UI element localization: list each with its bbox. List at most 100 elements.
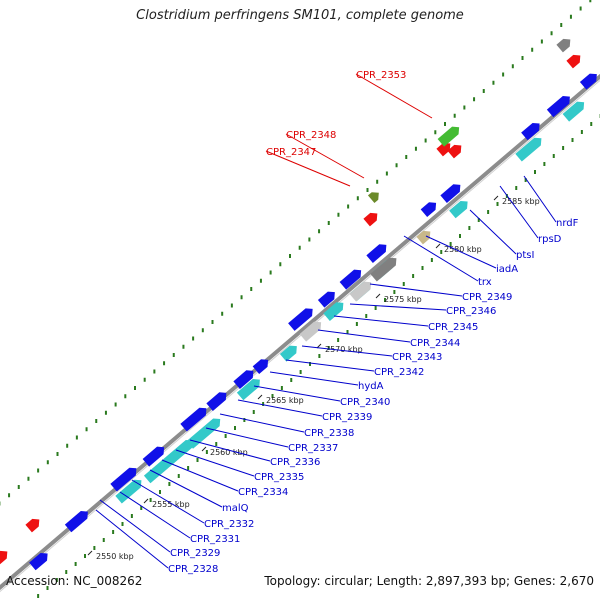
guide-dot <box>84 554 86 558</box>
gene-label: CPR_2343 <box>392 352 442 363</box>
guide-dot <box>252 410 255 414</box>
guide-dot <box>134 386 136 390</box>
kbp-ticks: 2550 kbp 2555 kbp 2560 kbp 2565 kbp 2570 kbp… <box>87 195 540 561</box>
guide-dot <box>221 311 224 316</box>
guide-dot <box>421 266 424 270</box>
guide-dot <box>482 89 485 93</box>
guide-dot <box>393 290 396 294</box>
guide-dot <box>580 130 583 134</box>
guide-dot <box>552 154 555 158</box>
leader-line <box>119 491 191 539</box>
gene-blue-upper <box>110 467 137 492</box>
guide-dot <box>337 212 340 217</box>
gene-green-shape <box>437 126 460 147</box>
guide-dot <box>271 394 274 398</box>
guide-dot <box>289 254 291 258</box>
leader-line <box>285 359 375 372</box>
gene-label: CPR_2342 <box>374 367 424 378</box>
gene-blue-upper <box>339 269 362 290</box>
guide-dot <box>459 234 461 238</box>
guide-dot <box>143 377 146 382</box>
guide-dot <box>579 6 582 11</box>
gene-red-shape <box>436 142 451 157</box>
guide-dot <box>130 514 133 518</box>
guide-dot <box>318 354 321 358</box>
gene-cyan-lower <box>236 379 260 401</box>
gene-label: CPR_2336 <box>270 457 320 468</box>
leader-line <box>95 509 169 569</box>
guide-dot <box>269 270 272 275</box>
gene-label: nrdF <box>556 218 579 229</box>
gene-gray <box>370 257 397 282</box>
guide-dot <box>114 402 117 407</box>
guide-dot <box>149 498 152 502</box>
gene-blue-upper <box>180 407 207 432</box>
guide-dot <box>168 482 171 486</box>
gene-blue-upper-shape <box>29 552 48 571</box>
guide-dot <box>502 72 505 77</box>
gene-label: CPR_2329 <box>170 548 220 559</box>
guide-dot <box>298 245 301 250</box>
gene-red <box>0 550 8 565</box>
guide-dot <box>412 274 415 278</box>
gene-blue-upper <box>64 511 88 533</box>
gene-blue-upper-shape <box>317 291 335 308</box>
guide-dot <box>27 476 30 481</box>
guide-dot <box>365 314 368 318</box>
gene-cyan-lower <box>323 302 344 321</box>
guide-dot <box>102 538 105 542</box>
tick-label: 2560 kbp <box>210 448 248 457</box>
tick-label: 2580 kbp <box>444 245 482 254</box>
gene-gray-shape <box>370 257 397 282</box>
gene-blue-upper <box>546 96 570 118</box>
guide-dot <box>496 202 499 206</box>
leader-line <box>469 209 517 255</box>
gene-olive <box>367 192 379 204</box>
gene-blue-upper-shape <box>366 244 387 263</box>
gene-label: CPR_2345 <box>428 322 478 333</box>
guide-dot <box>440 250 443 254</box>
leader-line <box>161 459 239 492</box>
guide-dot <box>230 303 233 308</box>
gene-olive-shape <box>367 192 379 204</box>
guide-dot <box>240 295 243 300</box>
gene-lightgray <box>349 281 372 302</box>
leader-line <box>219 413 305 433</box>
guide-dot <box>434 130 437 135</box>
gene-label: CPR_2349 <box>462 292 512 303</box>
gene-label: CPR_2332 <box>204 519 254 530</box>
label-leader-lines <box>95 73 557 569</box>
gene-blue-upper <box>29 552 48 571</box>
guide-dot <box>402 282 405 286</box>
gene-red <box>447 144 462 159</box>
gene-label: CPR_2338 <box>304 428 354 439</box>
gene-blue-upper-shape <box>521 122 540 141</box>
guide-dot <box>543 162 546 166</box>
guide-dot <box>318 229 321 234</box>
gene-cyan-lower-shape <box>279 345 297 362</box>
genome-summary-text: Topology: circular; Length: 2,897,393 bp… <box>264 574 594 588</box>
tick-label: 2555 kbp <box>152 500 190 509</box>
gene-red-shape <box>363 212 378 227</box>
gene-label: CPR_2331 <box>190 534 240 545</box>
tick-label: 2575 kbp <box>384 295 422 304</box>
guide-dot <box>473 97 476 102</box>
gene-cyan-lower <box>515 137 542 162</box>
guide-dot <box>215 442 218 446</box>
guide-dot <box>337 338 340 342</box>
guide-dot <box>163 361 166 366</box>
guide-dot <box>395 163 398 168</box>
gene-blue-upper <box>420 202 437 217</box>
gene-red <box>363 212 378 227</box>
guide-dot <box>511 64 514 69</box>
guide-dot <box>172 353 175 357</box>
guide-dot <box>299 370 302 374</box>
guide-dot <box>205 450 208 454</box>
guide-dot <box>589 0 592 3</box>
gene-label: hydA <box>358 381 384 392</box>
gene-cyan-lower <box>449 200 468 219</box>
gene-blue-upper-shape <box>288 308 313 331</box>
gene-tan <box>416 230 431 245</box>
